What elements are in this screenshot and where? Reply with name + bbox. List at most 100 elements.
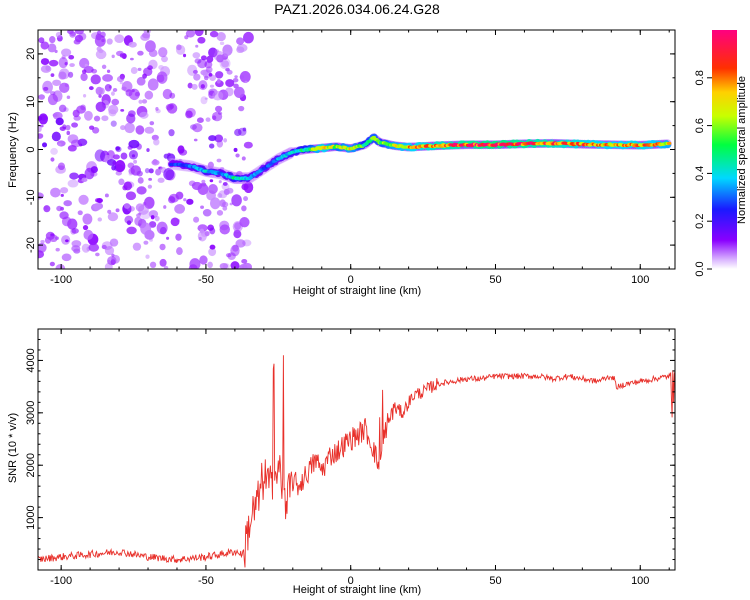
colorbar-tick-label: 0.4 — [694, 166, 706, 181]
spectrogram-noise-cell — [143, 30, 151, 35]
spectrogram-noise-cell — [115, 146, 122, 153]
spectrogram-noise-cell — [148, 221, 157, 228]
spectrogram-noise-cell — [114, 34, 125, 43]
spectrogram-noise-cell — [166, 103, 178, 114]
spectrogram-noise-cell — [236, 46, 245, 54]
spectrogram-noise-cell — [111, 254, 120, 264]
spectrogram-noise-cell — [61, 253, 72, 262]
spectrogram-noise-cell — [126, 226, 137, 235]
spectrogram-noise-cell — [212, 90, 224, 101]
spectrogram-noise-cell — [209, 179, 214, 183]
spectrogram-noise-cell — [211, 111, 223, 122]
x-tick-label: 100 — [631, 274, 649, 286]
spectrogram-noise-cell — [62, 124, 67, 129]
x-tick-label: -100 — [50, 274, 72, 286]
spectrogram-noise-cell — [128, 110, 136, 118]
spectrogram-noise-cell — [218, 190, 228, 199]
spectrogram-noise-cell — [89, 125, 95, 130]
spectrogram-noise-cell — [90, 74, 101, 85]
spectrogram-noise-cell — [120, 108, 125, 112]
spectrogram-noise-cell — [234, 128, 242, 137]
spectrogram-noise-cell — [43, 205, 48, 210]
spectrogram-noise-cell — [136, 213, 141, 218]
spectrogram-noise-cell — [238, 105, 245, 112]
spectrogram-noise-cell — [233, 229, 242, 239]
spectrogram-noise-cell — [143, 240, 149, 245]
spectrogram-noise-cell — [147, 65, 153, 70]
spectrogram-noise-cell — [71, 122, 79, 128]
spectrogram-noise-cell — [50, 187, 61, 198]
spectrogram-noise-cell — [128, 139, 140, 149]
spectrogram-noise-cell — [215, 71, 224, 79]
colorbar-tick-label: 0.2 — [694, 214, 706, 229]
spectrogram-noise-cell — [225, 79, 235, 87]
spectrogram-noise-cell — [83, 229, 94, 240]
spectrogram-ridge-core — [667, 141, 672, 146]
y-tick-label: 2000 — [25, 453, 37, 477]
spectrogram-noise-cell — [200, 84, 205, 89]
spectrogram-noise-cell — [88, 243, 100, 252]
spectrogram-noise-cell — [159, 243, 166, 251]
spectrogram-noise-cell — [241, 205, 247, 212]
spectrogram-noise-cell — [110, 120, 117, 127]
spectrogram-noise-cell — [84, 110, 93, 121]
spectrogram-noise-cell — [208, 72, 213, 77]
spectrogram-noise-cell — [218, 180, 222, 184]
spectrogram-noise-cell — [112, 87, 118, 92]
spectrogram-noise-cell — [88, 86, 94, 91]
spectrogram-noise-cell — [163, 205, 167, 209]
spectrogram-noise-cell — [104, 193, 109, 198]
spectrogram-noise-cell — [216, 210, 224, 216]
spectrogram-noise-cell — [185, 110, 193, 119]
spectrogram-noise-cell — [60, 193, 64, 197]
spectrogram-noise-cell — [58, 57, 68, 69]
spectrogram-noise-cell — [226, 69, 233, 75]
spectrogram-noise-cell — [56, 140, 66, 147]
spectrogram-noise-cell — [95, 33, 102, 41]
spectrogram-noise-cell — [145, 40, 156, 53]
spectrogram-noise-cell — [107, 259, 111, 264]
spectrogram-noise-cell — [38, 113, 49, 125]
spectrogram-noise-cell — [42, 80, 53, 94]
spectrogram-noise-cell — [201, 179, 206, 184]
spectrogram-noise-cell — [148, 168, 154, 174]
spectrogram-noise-cell — [50, 73, 55, 77]
spectrogram-noise-cell — [94, 149, 106, 162]
spectrogram-noise-cell — [69, 172, 79, 180]
snr-x-label: Height of straight line (km) — [293, 584, 421, 596]
spectrogram-noise-cell — [106, 38, 113, 45]
spectrogram-noise-cell — [166, 236, 170, 240]
spectrogram-noise-cell — [104, 84, 112, 92]
spectrogram-noise-cell — [138, 204, 149, 215]
spectrogram-noise-cell — [74, 30, 84, 35]
spectrogram-noise-cell — [175, 44, 186, 55]
spectrogram-noise-cell — [223, 51, 230, 57]
spectrogram-noise-cell — [225, 253, 232, 258]
spectrogram-noise-cell — [137, 67, 142, 71]
spectrogram-noise-cell — [111, 164, 117, 171]
spectrogram-noise-cell — [50, 147, 58, 155]
spectrogram-noise-cell — [98, 94, 102, 98]
spectrogram-noise-cell — [148, 177, 153, 181]
spectrogram-noise-cell — [183, 198, 187, 202]
spectrogram-noise-cell — [158, 65, 164, 70]
spectrogram-noise-cell — [157, 177, 165, 183]
spectrogram-noise-cell — [233, 147, 238, 153]
spectrogram-noise-cell — [200, 96, 208, 105]
spectrogram-noise-cell — [200, 205, 204, 209]
spectrogram-noise-cell — [204, 97, 208, 100]
spectrogram-noise-cell — [238, 127, 247, 136]
x-tick-label: 50 — [489, 274, 501, 286]
spectrogram-noise-cell — [58, 68, 70, 80]
spectrogram-noise-cell — [49, 261, 55, 267]
spectrogram-noise-cell — [223, 138, 228, 143]
spectrogram-noise-cell — [241, 183, 249, 191]
colorbar: 0.0 0.2 0.4 0.6 0.8 Normalized spectral ampl… — [694, 30, 748, 277]
spectrogram-noise-cell — [142, 73, 147, 79]
figure-title: PAZ1.2026.034.06.24.G28 — [274, 1, 440, 17]
spectrogram-noise-cell — [101, 244, 107, 250]
x-tick-label: -100 — [50, 575, 72, 587]
snr-y-axis: 1000 2000 3000 4000 — [25, 328, 675, 571]
